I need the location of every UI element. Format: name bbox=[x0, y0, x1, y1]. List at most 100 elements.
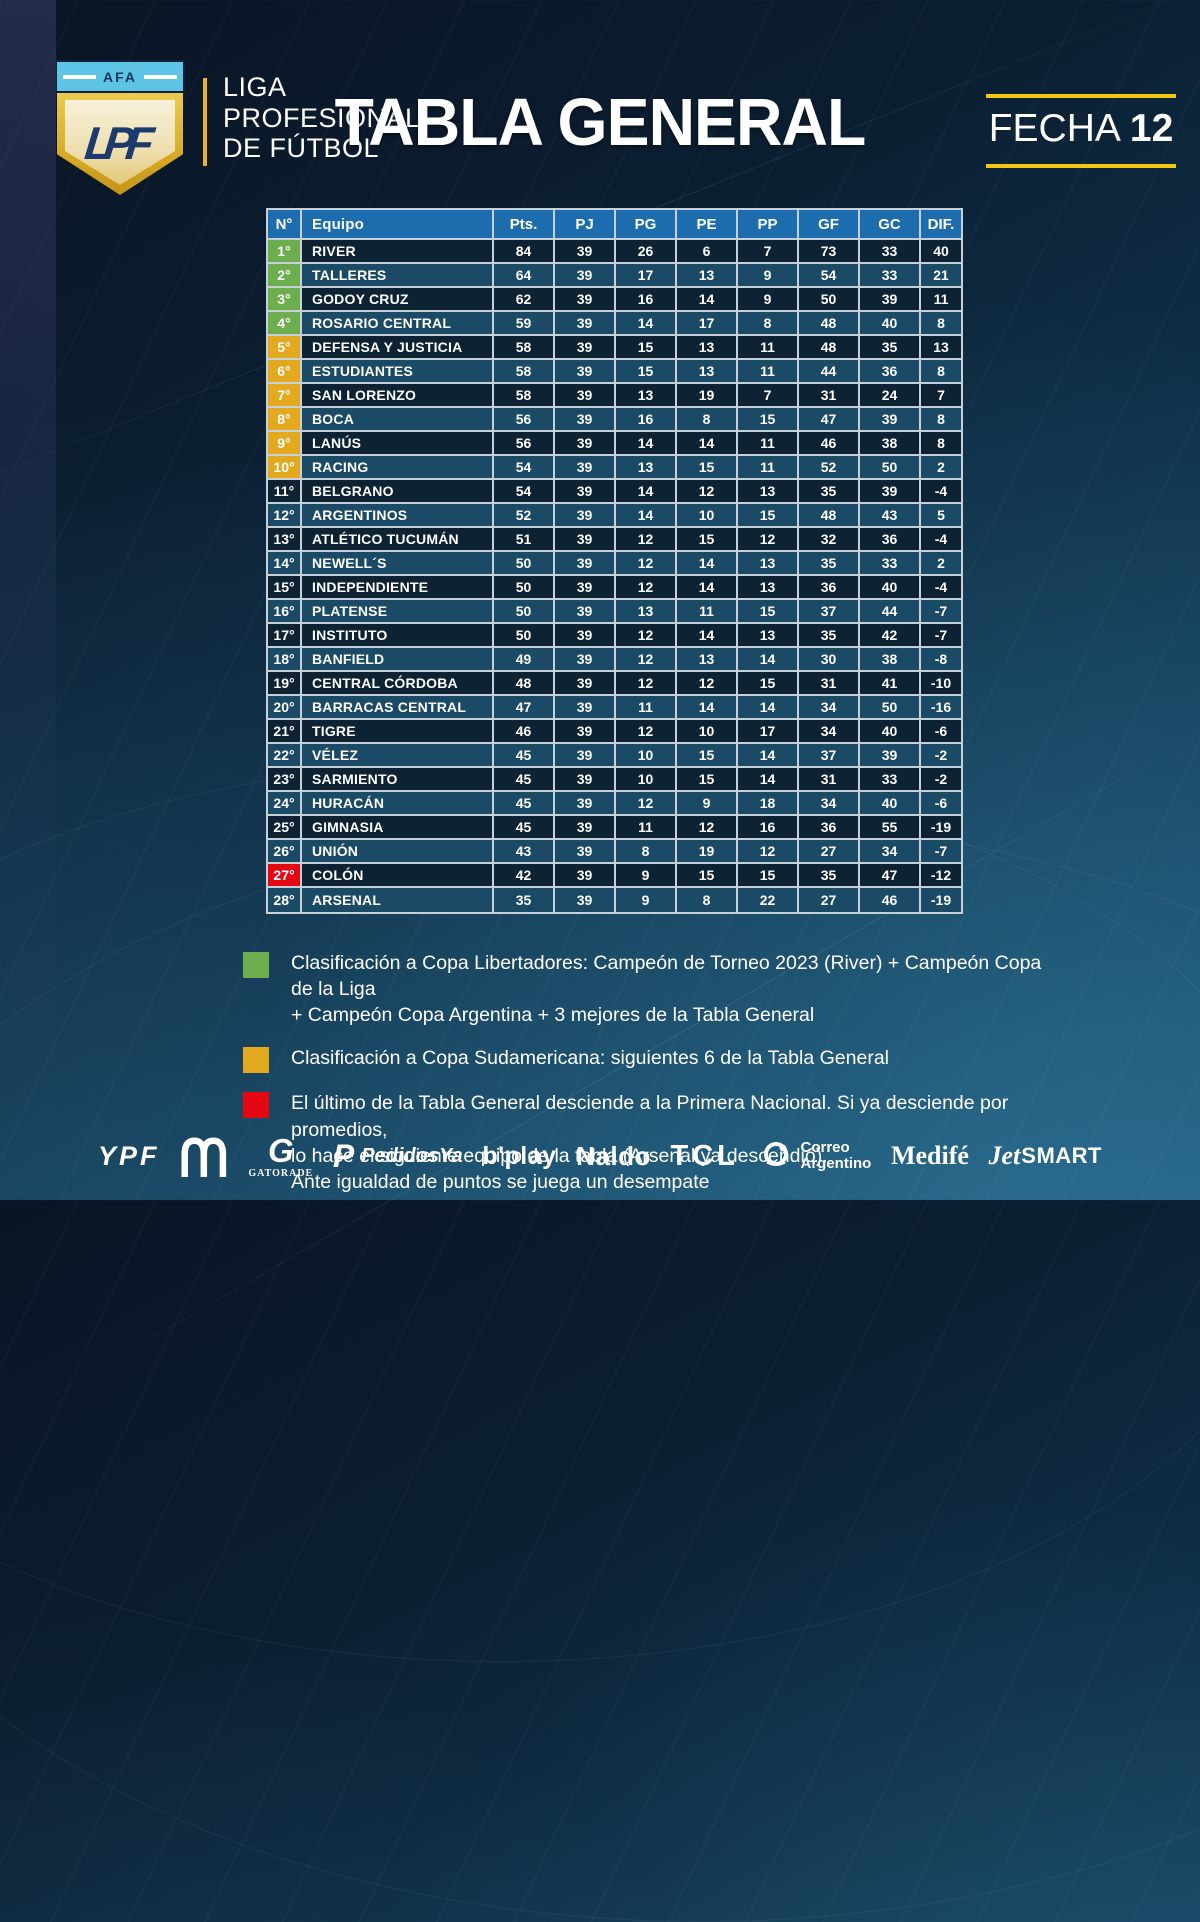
pj-cell: 39 bbox=[555, 624, 616, 646]
table-row: 12° ARGENTINOS 52 39 14 10 15 48 43 5 bbox=[268, 504, 961, 528]
pp-cell: 15 bbox=[738, 864, 799, 886]
pts-cell: 59 bbox=[494, 312, 555, 334]
naldo-logo: Naldo bbox=[576, 1141, 651, 1172]
pg-cell: 26 bbox=[616, 240, 677, 262]
pg-cell: 16 bbox=[616, 408, 677, 430]
gatorade-g-icon: G bbox=[267, 1131, 294, 1169]
bplay-label: b'play bbox=[482, 1141, 557, 1170]
pg-cell: 14 bbox=[616, 432, 677, 454]
dif-cell: -4 bbox=[934, 483, 948, 499]
position-cell: 8° bbox=[268, 408, 302, 430]
shield-gold: LPF bbox=[57, 93, 183, 195]
pp-cell: 11 bbox=[738, 456, 799, 478]
team-cell: GODOY CRUZ bbox=[302, 288, 494, 310]
ypf-logo: YPF bbox=[98, 1141, 160, 1172]
gc-cell: 42 bbox=[860, 624, 921, 646]
legend-color-square bbox=[243, 952, 269, 978]
dif-cell: -6 bbox=[934, 723, 948, 739]
pj-cell: 39 bbox=[555, 648, 616, 670]
gc-cell: 40 bbox=[860, 720, 921, 742]
liga-wordmark-line: PROFESIONAL bbox=[223, 102, 421, 133]
team-cell: PLATENSE bbox=[302, 600, 494, 622]
column-header: GF bbox=[799, 210, 860, 238]
position-cell: 28° bbox=[268, 888, 302, 912]
pp-cell: 15 bbox=[738, 672, 799, 694]
pe-cell: 14 bbox=[677, 624, 738, 646]
pp-cell: 17 bbox=[738, 720, 799, 742]
gc-cell: 47 bbox=[860, 864, 921, 886]
pp-cell: 14 bbox=[738, 744, 799, 766]
table-row: 7° SAN LORENZO 58 39 13 19 7 31 24 7 bbox=[268, 384, 961, 408]
gf-cell: 35 bbox=[799, 624, 860, 646]
position-cell: 13° bbox=[268, 528, 302, 550]
jetsmart-jet-label: Jet bbox=[988, 1141, 1021, 1170]
pe-cell: 13 bbox=[677, 648, 738, 670]
standings-table: N° Equipo Pts. PJ PG PE PP GF GC DIF. 1° RIVER 84 39 2… bbox=[266, 208, 963, 914]
gf-cell: 34 bbox=[799, 792, 860, 814]
pts-cell: 43 bbox=[494, 840, 555, 862]
table-row: 17° INSTITUTO 50 39 12 14 13 35 42 -7 bbox=[268, 624, 961, 648]
pts-cell: 45 bbox=[494, 816, 555, 838]
pp-cell: 16 bbox=[738, 816, 799, 838]
pg-cell: 12 bbox=[616, 528, 677, 550]
pj-cell: 39 bbox=[555, 432, 616, 454]
team-cell: SAN LORENZO bbox=[302, 384, 494, 406]
medife-label: Medifé bbox=[890, 1141, 969, 1170]
pp-cell: 12 bbox=[738, 840, 799, 862]
liga-wordmark-line: DE FÚTBOL bbox=[223, 133, 380, 163]
pj-cell: 39 bbox=[555, 384, 616, 406]
table-row: 27° COLÓN 42 39 9 15 15 35 47 -12 bbox=[268, 864, 961, 888]
team-cell: TIGRE bbox=[302, 720, 494, 742]
correo-argentino-label-line: Argentino bbox=[800, 1155, 872, 1172]
legend-item: Clasificación a Copa Libertadores: Campe… bbox=[243, 950, 1043, 1028]
pts-cell: 50 bbox=[494, 576, 555, 598]
pj-cell: 39 bbox=[555, 792, 616, 814]
fecha-label: FECHA bbox=[988, 107, 1121, 150]
gf-cell: 34 bbox=[799, 696, 860, 718]
pp-cell: 13 bbox=[738, 576, 799, 598]
pp-cell: 7 bbox=[738, 240, 799, 262]
gf-cell: 48 bbox=[799, 504, 860, 526]
pts-cell: 45 bbox=[494, 744, 555, 766]
pg-cell: 14 bbox=[616, 480, 677, 502]
pts-cell: 58 bbox=[494, 336, 555, 358]
legend-text-line: Clasificación a Copa Sudamericana: sigui… bbox=[291, 1047, 889, 1070]
gf-cell: 35 bbox=[799, 552, 860, 574]
dif-cell: 13 bbox=[933, 339, 949, 355]
pg-cell: 13 bbox=[616, 384, 677, 406]
pp-cell: 11 bbox=[738, 336, 799, 358]
table-row: 10° RACING 54 39 13 15 11 52 50 2 bbox=[268, 456, 961, 480]
table-row: 8° BOCA 56 39 16 8 15 47 39 8 bbox=[268, 408, 961, 432]
team-cell: NEWELL´S bbox=[302, 552, 494, 574]
pp-cell: 15 bbox=[738, 408, 799, 430]
pj-cell: 39 bbox=[555, 576, 616, 598]
gf-cell: 46 bbox=[799, 432, 860, 454]
pj-cell: 39 bbox=[555, 288, 616, 310]
position-cell: 7° bbox=[268, 384, 302, 406]
table-row: 4° ROSARIO CENTRAL 59 39 14 17 8 48 40 8 bbox=[268, 312, 961, 336]
gc-cell: 33 bbox=[860, 240, 921, 262]
team-cell: GIMNASIA bbox=[302, 816, 494, 838]
legend-text-line: Ante igualdad de puntos se juega un dese… bbox=[291, 1170, 710, 1193]
pg-cell: 12 bbox=[616, 624, 677, 646]
table-row: 25° GIMNASIA 45 39 11 12 16 36 55 -19 bbox=[268, 816, 961, 840]
pe-cell: 12 bbox=[677, 816, 738, 838]
pe-cell: 17 bbox=[677, 312, 738, 334]
table-row: 9° LANÚS 56 39 14 14 11 46 38 8 bbox=[268, 432, 961, 456]
pj-cell: 39 bbox=[555, 816, 616, 838]
gf-cell: 48 bbox=[799, 312, 860, 334]
team-cell: BANFIELD bbox=[302, 648, 494, 670]
team-cell: ARGENTINOS bbox=[302, 504, 494, 526]
pg-cell: 9 bbox=[616, 864, 677, 886]
position-cell: 6° bbox=[268, 360, 302, 382]
legend-item: El último de la Tabla General desciende … bbox=[243, 1090, 1043, 1195]
gc-cell: 41 bbox=[860, 672, 921, 694]
pg-cell: 14 bbox=[616, 312, 677, 334]
team-cell: INDEPENDIENTE bbox=[302, 576, 494, 598]
position-cell: 12° bbox=[268, 504, 302, 526]
gc-cell: 40 bbox=[860, 576, 921, 598]
team-cell: CENTRAL CÓRDOBA bbox=[302, 672, 494, 694]
pts-cell: 35 bbox=[494, 888, 555, 912]
pp-cell: 22 bbox=[738, 888, 799, 912]
pg-cell: 12 bbox=[616, 648, 677, 670]
